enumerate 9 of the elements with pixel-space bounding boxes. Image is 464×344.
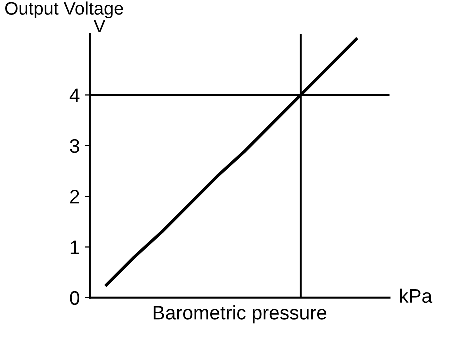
y-tick-label: 4 <box>70 88 80 102</box>
y-tick-label: 0 <box>70 291 80 306</box>
y-tick-label: 1 <box>70 240 80 254</box>
y-tick-label: 2 <box>70 190 80 204</box>
x-axis-title: Barometric pressure <box>154 306 327 324</box>
y-tick-label: 3 <box>70 139 80 154</box>
y-axis-title: V <box>94 20 106 32</box>
chart-title: Output Voltage <box>5 2 124 19</box>
text: kPa <box>400 288 433 304</box>
